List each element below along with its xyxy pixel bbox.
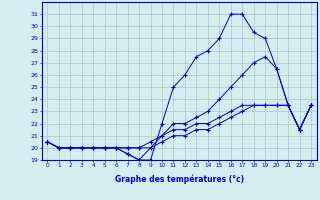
X-axis label: Graphe des températures (°c): Graphe des températures (°c) bbox=[115, 174, 244, 184]
